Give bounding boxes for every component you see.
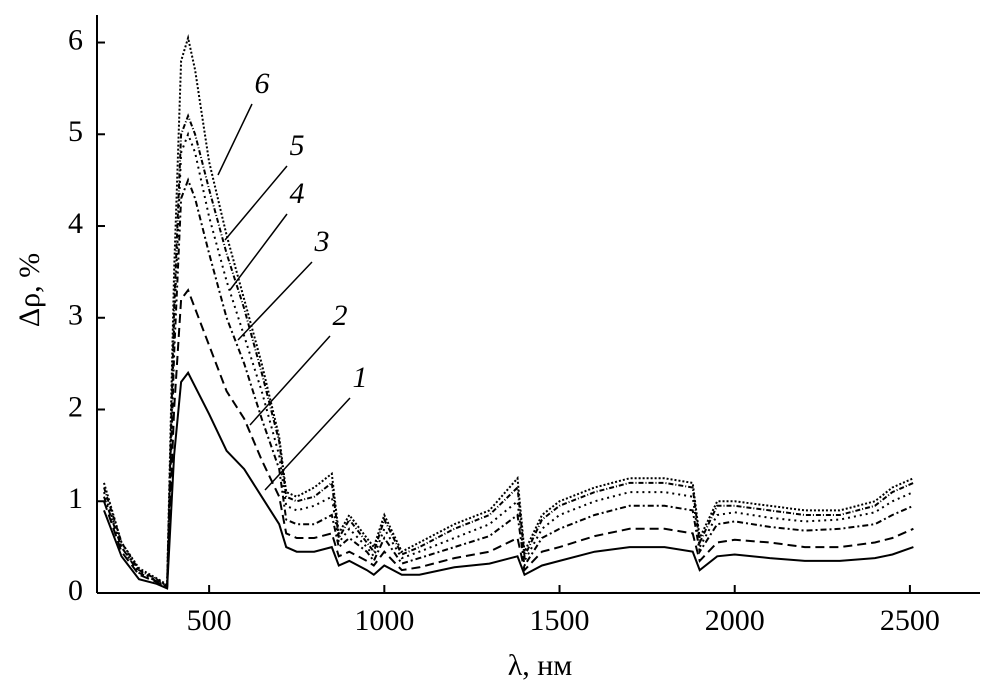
series-label: 6 (255, 67, 270, 100)
series-label: 4 (290, 177, 305, 210)
y-tick-label: 3 (68, 299, 83, 332)
series-label: 3 (314, 225, 330, 258)
label-leader (229, 213, 288, 291)
y-tick-label: 6 (68, 23, 83, 56)
x-axis-title: λ, нм (508, 649, 573, 682)
y-tick-label: 0 (68, 574, 83, 607)
series-label: 2 (333, 299, 348, 332)
label-leader (249, 335, 331, 426)
label-leader (217, 103, 253, 176)
y-tick-label: 2 (68, 390, 83, 423)
y-axis-title: Δρ, % (13, 253, 46, 327)
x-tick-label: 2500 (880, 604, 940, 637)
x-tick-label: 1000 (354, 604, 414, 637)
series-line (103, 288, 914, 590)
x-tick-label: 2000 (705, 604, 765, 637)
label-leader (237, 261, 313, 341)
y-tick-label: 1 (68, 482, 83, 515)
series-line (103, 131, 914, 588)
y-tick-label: 5 (68, 115, 83, 148)
y-tick-label: 4 (68, 207, 83, 240)
series-label: 1 (353, 361, 368, 394)
x-tick-label: 1500 (530, 604, 590, 637)
series-label: 5 (290, 129, 305, 162)
label-leader (224, 165, 288, 241)
label-leader (264, 397, 351, 491)
x-tick-label: 500 (187, 604, 232, 637)
series-line (103, 177, 914, 589)
series-line (103, 113, 914, 588)
series-line (103, 370, 914, 590)
